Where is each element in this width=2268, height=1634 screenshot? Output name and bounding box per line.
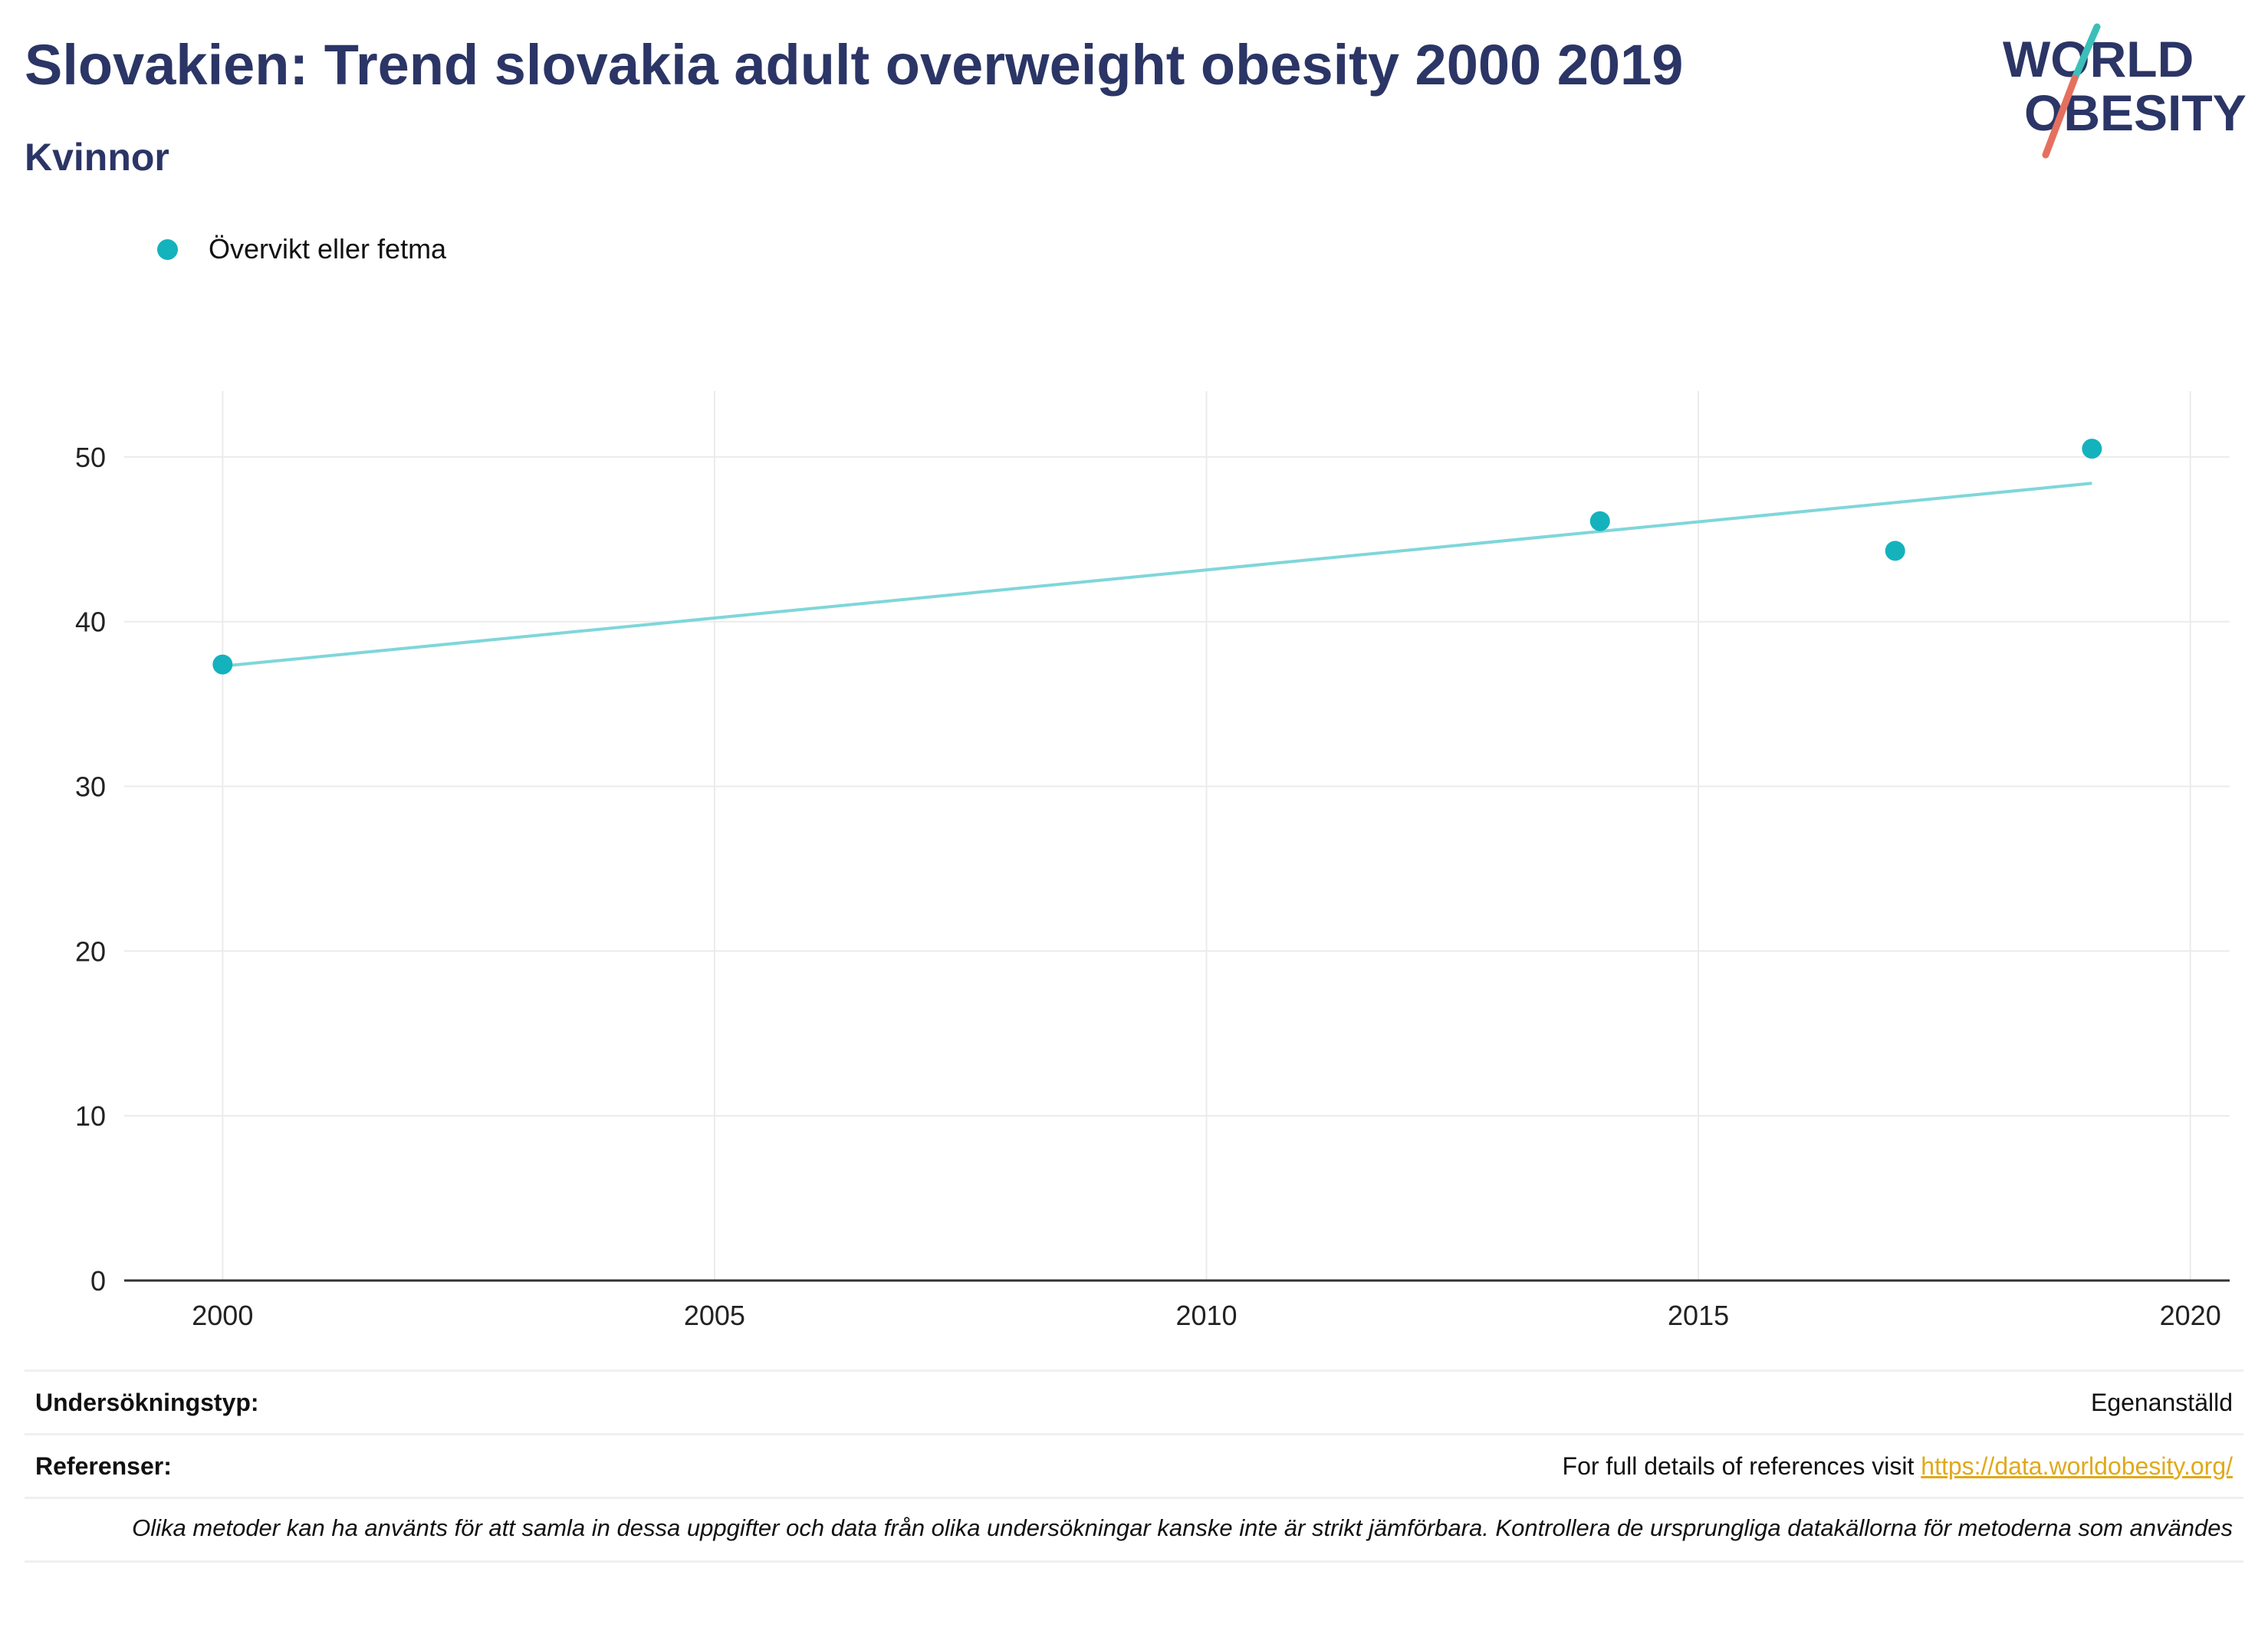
chart-subtitle: Kvinnor (25, 136, 169, 179)
methodology-note: Olika metoder kan ha använts för att sam… (25, 1497, 2243, 1563)
survey-type-value: Egenanställd (2090, 1388, 2233, 1416)
x-tick-label: 2000 (192, 1300, 253, 1331)
survey-type-label: Undersökningstyp: (35, 1388, 259, 1416)
references-link[interactable]: https://data.worldobesity.org/ (1921, 1452, 2233, 1480)
x-tick-label: 2015 (1668, 1300, 1729, 1331)
x-tick-label: 2020 (2160, 1300, 2221, 1331)
footer: Undersökningstyp: Egenanställd Referense… (25, 1369, 2243, 1563)
y-tick-label: 50 (75, 442, 106, 473)
x-tick-label: 2005 (684, 1300, 745, 1331)
data-point (212, 654, 233, 675)
survey-type-row: Undersökningstyp: Egenanställd (25, 1369, 2243, 1433)
y-tick-label: 0 (90, 1265, 106, 1297)
references-text: For full details of references visit (1562, 1452, 1915, 1480)
data-point (1589, 511, 1610, 531)
y-tick-label: 20 (75, 935, 106, 967)
legend-label: Övervikt eller fetma (209, 233, 447, 265)
references-label: Referenser: (35, 1452, 172, 1480)
y-tick-label: 10 (75, 1100, 106, 1132)
x-tick-label: 2010 (1175, 1300, 1237, 1331)
logo-slash-bottom (2042, 74, 2079, 159)
logo-world-text: WORLD (2003, 31, 2194, 87)
references-row: Referenser: For full details of referenc… (25, 1433, 2243, 1497)
references-text-wrap: For full details of references visit htt… (1563, 1452, 2233, 1481)
chart-plot: 0 10 20 30 40 50 2000 2005 2010 2015 2020 (75, 391, 2230, 1331)
data-point (2082, 439, 2102, 459)
legend-marker (157, 238, 178, 260)
legend[interactable]: Övervikt eller fetma (157, 230, 446, 268)
y-tick-label: 30 (75, 771, 106, 803)
chart-title: Slovakien: Trend slovakia adult overweig… (25, 33, 1684, 97)
y-tick-label: 40 (75, 607, 106, 638)
logo-slash-top (2071, 23, 2101, 82)
world-obesity-logo: WORLD OBESITY (2003, 23, 2247, 159)
trend-line (222, 482, 2092, 668)
data-point (1885, 541, 1905, 561)
